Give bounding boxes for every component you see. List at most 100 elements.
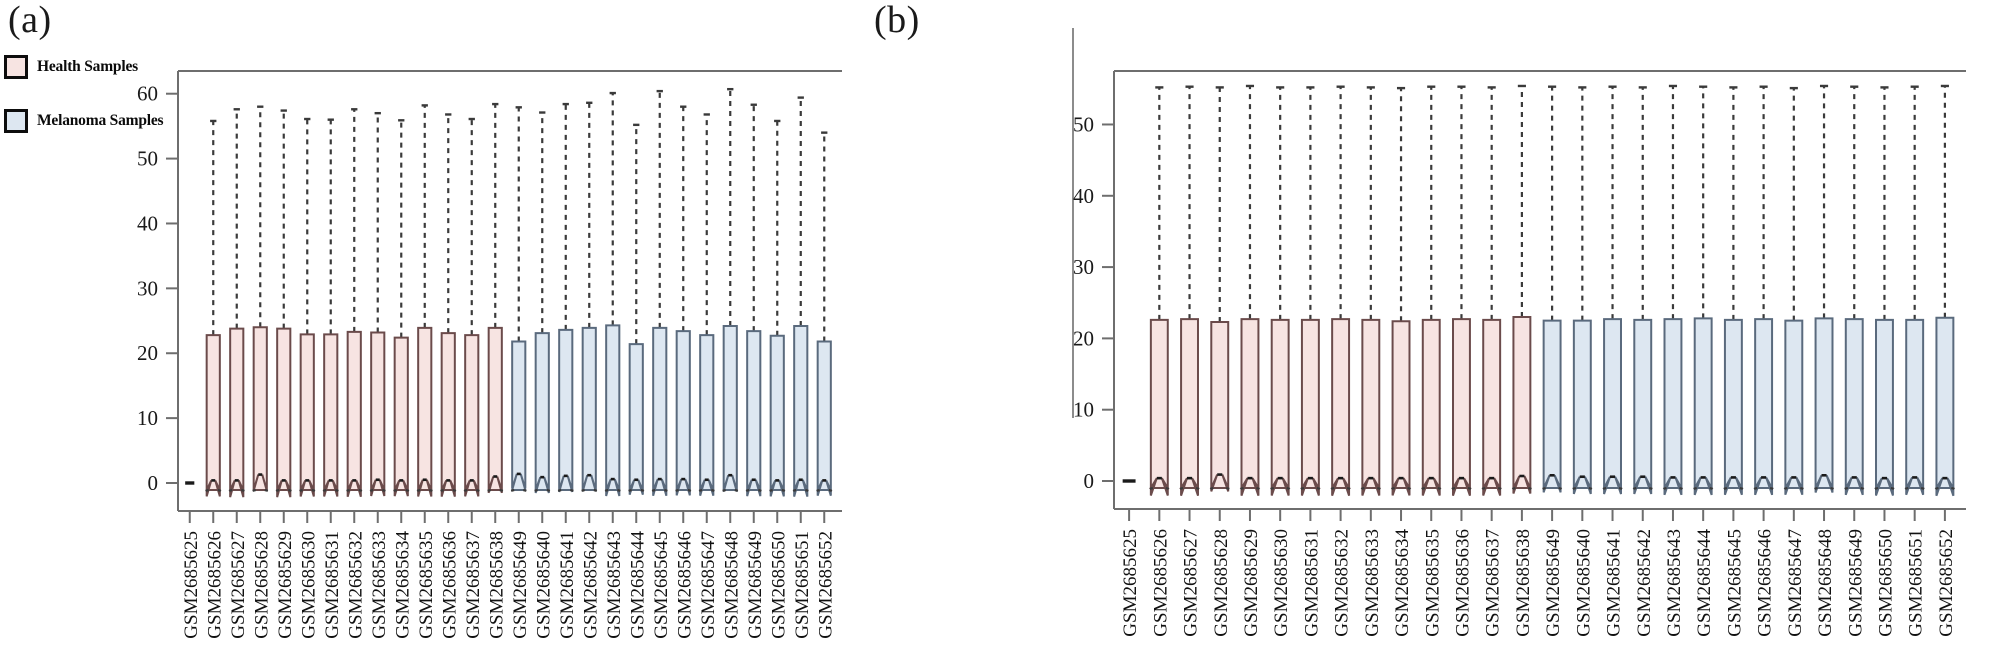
lower-whisker-right [1225,486,1230,490]
box-group: GSM2685652 [1934,84,1957,637]
lower-whisker-right [476,488,480,492]
x-axis-tick-label: GSM2685636 [1452,529,1473,637]
lower-whisker-left [581,488,585,492]
y-axis-tick-label: 10 [137,406,158,430]
x-axis-tick-label: GSM2685627 [228,531,249,639]
lower-whisker-right [382,488,386,492]
box-group: GSM2685629 [1239,84,1262,637]
lower-whisker-left [1179,486,1184,490]
x-axis-tick-label: GSM2685649 [745,531,766,639]
box-group: GSM2685626 [1149,86,1171,637]
box-group: GSM2685640 [533,111,554,639]
y-axis-tick-label: 50 [1073,112,1094,136]
x-axis-tick-label: GSM2685629 [275,531,296,639]
box-body [1269,318,1291,496]
lower-whisker-left [322,488,327,492]
lower-whisker-right [1920,486,1925,490]
box-group: GSM2685628 [251,105,272,639]
x-axis-tick-label: GSM2685648 [1815,529,1836,637]
box-body [1572,319,1593,495]
lower-whisker-left [651,488,656,492]
lower-whisker-right [687,488,692,492]
legend-swatch-health [4,55,28,79]
lower-whisker-right [288,488,292,492]
lower-whisker-left [1693,486,1698,490]
box-body [1209,320,1230,492]
x-axis-tick-label: GSM2685635 [1422,529,1443,637]
lower-whisker-left [1874,486,1879,490]
lower-whisker-right [1830,486,1834,490]
lower-whisker-right [358,488,363,492]
lower-whisker-right [1588,486,1593,490]
box-group: GSM2685630 [1269,86,1292,637]
lower-whisker-left [275,488,280,492]
box-body [510,340,527,491]
box-body [487,326,504,494]
lower-whisker-left [604,488,609,492]
box-body [628,343,645,495]
lower-whisker-left [1391,486,1395,490]
box-body [275,327,292,498]
y-axis-tick-label: 40 [137,211,158,235]
lower-whisker-right [1648,486,1653,490]
lower-whisker-right [1195,486,1200,490]
x-axis-tick-label: GSM2685638 [486,531,507,639]
box-body [557,328,574,493]
lower-whisker-right [1558,486,1562,490]
box-body [393,336,410,497]
y-axis-tick-label: 60 [137,82,158,106]
lower-whisker-left [1542,486,1546,490]
lower-whisker-left [1330,486,1335,490]
box-group: GSM2685642 [580,101,601,639]
box-group: GSM2685634 [1390,86,1413,637]
box-body [1511,316,1532,494]
box-group: GSM2685649 [1542,85,1564,637]
lower-whisker-right [499,488,504,492]
x-axis-tick-label: GSM2685628 [251,531,272,639]
box-group: GSM2685642 [1632,86,1655,637]
lower-whisker-left [675,488,679,492]
lower-whisker-left [1240,486,1244,490]
lower-whisker-left [1663,486,1667,490]
lower-whisker-left [440,488,444,492]
box-body [1662,318,1684,496]
y-axis-tick-label: 20 [137,341,158,365]
lower-whisker-right [1346,486,1351,490]
box-body [1874,318,1895,496]
panel-divider [1072,28,1074,418]
lower-whisker-left [769,488,773,492]
lower-whisker-left [1602,486,1607,490]
lower-whisker-right [523,488,527,492]
lower-whisker-left [1935,486,1939,490]
x-axis-tick-label: GSM2685634 [392,531,413,639]
box-group: GSM2685636 [1451,85,1473,637]
x-axis-tick-label: GSM2685641 [557,531,578,639]
x-axis-tick-label: GSM2685626 [1150,529,1171,637]
lower-whisker-right [617,488,621,492]
box-body [440,332,457,497]
lower-whisker-left [393,488,397,492]
box-group: GSM2685631 [1300,86,1322,637]
x-axis-tick-label: GSM2685644 [627,531,648,639]
box-group: GSM2685630 [298,117,319,639]
lower-whisker-left [1512,486,1516,490]
x-axis-tick-label: GSM2685629 [1241,529,1262,637]
box-group: GSM2685643 [1662,84,1685,637]
x-axis-tick-label: GSM2685635 [416,531,437,639]
box-body [1390,320,1412,496]
box-group: GSM2685645 [651,89,672,639]
x-axis-tick-label: GSM2685650 [1875,529,1896,637]
y-axis-tick-label: 0 [1084,469,1095,493]
box-body [1300,318,1321,496]
x-axis-tick-label: GSM2685642 [1634,529,1655,637]
x-axis-tick-label: GSM2685630 [298,531,319,639]
panel-label-b: (b) [874,0,920,41]
box-body [1330,318,1351,496]
legend-swatch-melanoma [4,109,28,133]
box-body [322,333,339,497]
x-axis-tick-label: GSM2685632 [345,531,366,639]
legend-label-melanoma: Melanoma Samples [37,112,164,129]
lower-whisker-left [1632,486,1637,490]
lower-whisker-left [1300,486,1305,490]
